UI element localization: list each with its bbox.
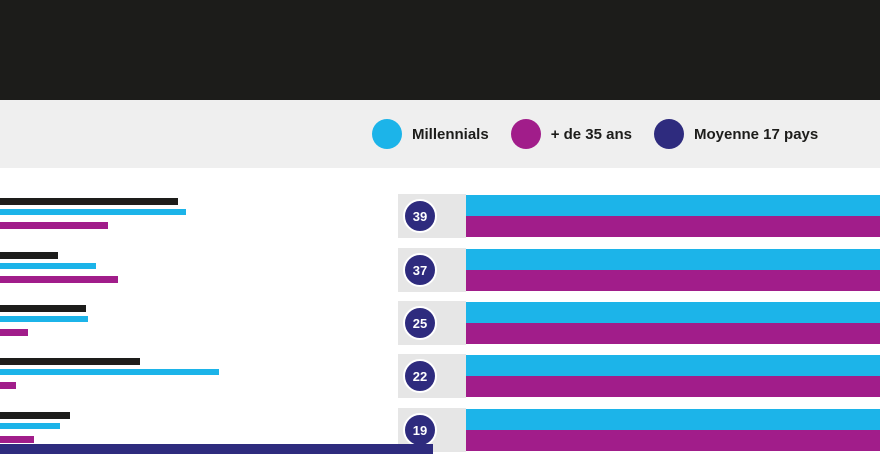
millennials-mini-bar: [0, 263, 96, 269]
legend-item-millennials: Millennials: [372, 119, 489, 149]
value-badge: 39: [403, 199, 437, 233]
chart-row: 22: [0, 354, 880, 398]
plus35-legend-dot-icon: [510, 119, 541, 149]
row-label-text-line: [0, 252, 58, 259]
value-badge-number: 22: [412, 368, 428, 384]
legend-label-plus35: + de 35 ans: [550, 125, 632, 143]
millennials-bar: [466, 195, 880, 216]
legend: Millennials + de 35 ans Moyenne 17 pays: [372, 100, 818, 168]
plus35-bar: [466, 323, 880, 344]
plus35-mini-bar: [0, 276, 118, 283]
plus35-mini-bar: [0, 436, 34, 443]
plus35-bar: [466, 376, 880, 397]
value-badge: 25: [403, 306, 437, 340]
millennials-bar: [466, 355, 880, 376]
millennials-mini-bar: [0, 316, 88, 322]
row-label-text-line: [0, 198, 178, 205]
plus35-mini-bar: [0, 329, 28, 336]
plus35-bar: [466, 270, 880, 291]
chart-row: 25: [0, 301, 880, 345]
row-label-text-line: [0, 305, 86, 312]
millennials-bar: [466, 302, 880, 323]
legend-item-average: Moyenne 17 pays: [654, 119, 818, 149]
row-label-text-line: [0, 412, 70, 419]
bottom-average-bar: [0, 444, 433, 454]
value-badge-number: 37: [412, 262, 428, 278]
legend-label-average: Moyenne 17 pays: [694, 125, 819, 143]
value-badge-number: 39: [412, 208, 428, 224]
millennials-bar: [466, 409, 880, 430]
millennials-mini-bar: [0, 209, 186, 215]
value-badge: 19: [403, 413, 437, 447]
millennials-bar: [466, 249, 880, 270]
value-badge-number: 19: [412, 422, 428, 438]
value-badge-number: 25: [412, 315, 428, 331]
plus35-bar: [466, 216, 880, 237]
legend-band: [0, 100, 880, 168]
chart-row: 37: [0, 248, 880, 292]
value-badge: 22: [403, 359, 437, 393]
plus35-mini-bar: [0, 222, 108, 229]
average-legend-dot-icon: [654, 119, 684, 149]
millennials-legend-dot-icon: [372, 119, 402, 149]
header-band: [0, 0, 880, 100]
plus35-mini-bar: [0, 382, 16, 389]
value-badge: 37: [403, 253, 437, 287]
row-label-text-line: [0, 358, 140, 365]
chart-row: 39: [0, 194, 880, 238]
millennials-mini-bar: [0, 369, 219, 375]
legend-item-plus35: + de 35 ans: [510, 119, 632, 149]
plus35-bar: [466, 430, 880, 451]
millennials-mini-bar: [0, 423, 60, 429]
legend-label-millennials: Millennials: [412, 125, 489, 143]
